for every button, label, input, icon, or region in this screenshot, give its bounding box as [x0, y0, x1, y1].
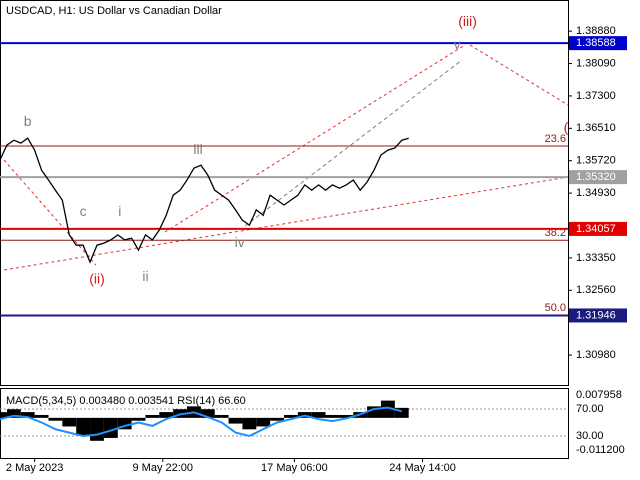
macd-bar — [325, 414, 340, 418]
fib-label: 23.6 — [545, 133, 566, 145]
indicator-title: MACD(5,34,5) 0.003480 0.003541 RSI(14) 6… — [6, 395, 246, 407]
y-tick-label: 1.33350 — [576, 252, 616, 264]
wave-label: ( — [564, 119, 569, 135]
macd-bar — [270, 417, 284, 421]
trend-line — [164, 44, 466, 233]
indicator-frame — [0, 388, 569, 459]
fib-label: 50.0 — [545, 302, 566, 314]
trend-line — [244, 59, 463, 227]
level-label: 1.38588 — [576, 37, 616, 49]
macd-bar — [34, 414, 49, 418]
macd-bar — [48, 417, 63, 421]
wave-label: ii — [142, 268, 148, 284]
rsi-line — [0, 406, 403, 438]
wave-label: b — [24, 113, 32, 129]
y-tick-label: 1.35720 — [576, 155, 616, 167]
macd-bar — [214, 414, 229, 418]
price-line — [0, 137, 409, 264]
wave-label: iv — [235, 234, 245, 250]
macd-bar — [131, 417, 146, 421]
wave-label: (ii) — [89, 271, 105, 287]
trend-line — [469, 44, 569, 106]
macd-bar — [0, 412, 7, 418]
y-tick-label: 1.34930 — [576, 187, 616, 199]
macd-bar — [284, 414, 298, 418]
y-tick-label: 1.32560 — [576, 284, 616, 296]
macd-bar — [117, 417, 132, 430]
wave-label: i — [118, 203, 121, 219]
macd-bar — [62, 417, 77, 427]
macd-bar — [367, 406, 381, 418]
wave-label: c — [80, 203, 87, 219]
x-tick-label: 17 May 06:00 — [261, 462, 328, 474]
level-label-box — [569, 308, 627, 323]
macd-bar — [311, 412, 326, 418]
trend-line — [3, 176, 569, 271]
x-tick-label: 9 May 22:00 — [133, 462, 194, 474]
macd-bar — [339, 414, 354, 418]
y-tick-label: 1.38880 — [576, 25, 616, 37]
macd-bar — [103, 417, 118, 438]
macd-bar — [6, 409, 21, 418]
macd-bar — [159, 412, 174, 418]
wave-label: v — [454, 36, 461, 52]
wave-label: iii — [193, 141, 202, 157]
level-label-box — [569, 36, 627, 51]
fib-label: 38.2 — [545, 227, 566, 239]
level-label: 1.34057 — [576, 223, 616, 235]
trend-line — [3, 159, 97, 266]
macd-bar — [145, 414, 160, 418]
macd-bar — [200, 409, 215, 418]
macd-bar — [90, 417, 104, 441]
plot-frame — [0, 0, 569, 386]
level-label: 1.35320 — [576, 171, 616, 183]
macd-bar — [394, 407, 409, 418]
y2-tick-label: 70.00 — [576, 403, 604, 415]
trend-lines — [3, 44, 569, 271]
y-tick-label: 1.38090 — [576, 57, 616, 69]
macd-bar — [228, 417, 243, 424]
macd-bar — [380, 400, 395, 418]
x-tick-label: 2 May 2023 — [6, 462, 63, 474]
macd-bar — [20, 412, 35, 418]
macd-bar — [76, 417, 91, 436]
macd-bar — [256, 417, 271, 427]
level-label-box — [569, 221, 627, 236]
level-label: 1.31946 — [576, 309, 616, 321]
y-tick-label: -0.011200 — [576, 444, 625, 456]
y-tick-label: 1.30980 — [576, 349, 616, 361]
y-tick-label: 1.36510 — [576, 122, 616, 134]
level-label-box — [569, 170, 627, 185]
y-tick-label: 1.37300 — [576, 90, 616, 102]
chart-title: USDCAD, H1: US Dollar vs Canadian Dollar — [6, 5, 222, 17]
y-tick-label: 0.007958 — [576, 389, 622, 401]
macd-bar — [242, 417, 257, 430]
wave-label: (iii) — [458, 13, 477, 29]
y2-tick-label: 30.00 — [576, 430, 604, 442]
x-tick-label: 24 May 14:00 — [389, 462, 456, 474]
